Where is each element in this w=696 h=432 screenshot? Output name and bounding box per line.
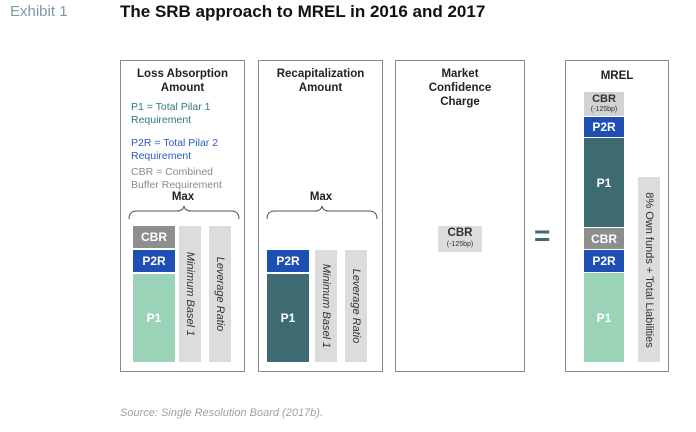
max-label: Max (171, 191, 195, 203)
p1-top-block: P1 (584, 138, 624, 227)
loss-absorption-title: Loss Absorption Amount (137, 68, 228, 94)
p2r-block: P2R (584, 250, 624, 272)
mrel-panel: MREL CBR (-125bp) P2R P1 CBR P2R P1 8% O… (565, 60, 669, 372)
equals-sign: = (534, 220, 551, 251)
recapitalization-panel: Recapitalization Amount Max P2R P1 Minim… (258, 60, 383, 372)
page-title: The SRB approach to MREL in 2016 and 201… (120, 2, 486, 21)
legend-p1: P1 = Total Pilar 1 Requirement (131, 101, 211, 126)
p1-block: P1 (133, 274, 175, 362)
source-note: Source: Single Resolution Board (2017b). (120, 407, 324, 419)
cbr-block: CBR (-125bp) (438, 226, 482, 252)
max-brace (266, 205, 378, 220)
own-funds-bar: 8% Own funds + Total Liabilities (638, 177, 660, 362)
leverage-ratio-bar: Leverage Ratio (345, 250, 367, 362)
cbr-block: CBR (133, 226, 175, 248)
max-label: Max (309, 191, 333, 203)
top-cbr-block: CBR (-125bp) (584, 92, 624, 116)
exhibit-label: Exhibit 1 (10, 3, 68, 20)
p2r-block: P2R (267, 250, 309, 272)
mrel-title: MREL (600, 70, 634, 82)
max-brace (128, 205, 240, 220)
legend-p2r: P2R = Total Pilar 2 Requirement (131, 137, 219, 162)
p1-block: P1 (267, 274, 309, 362)
p2r-block: P2R (133, 250, 175, 272)
recapitalization-title: Recapitalization Amount (276, 68, 365, 94)
leverage-ratio-bar: Leverage Ratio (209, 226, 231, 362)
cbr-block: CBR (584, 228, 624, 249)
loss-absorption-panel: Loss Absorption Amount P1 = Total Pilar … (120, 60, 245, 372)
minimum-basel-bar: Minimum Basel 1 (315, 250, 337, 362)
market-confidence-panel: Market Confidence Charge CBR (-125bp) (395, 60, 525, 372)
p2r-top-block: P2R (584, 117, 624, 137)
p1-block: P1 (584, 273, 624, 362)
legend-cbr: CBR = Combined Buffer Requirement (131, 166, 222, 191)
minimum-basel-bar: Minimum Basel 1 (179, 226, 201, 362)
market-confidence-title: Market Confidence Charge (428, 68, 492, 108)
